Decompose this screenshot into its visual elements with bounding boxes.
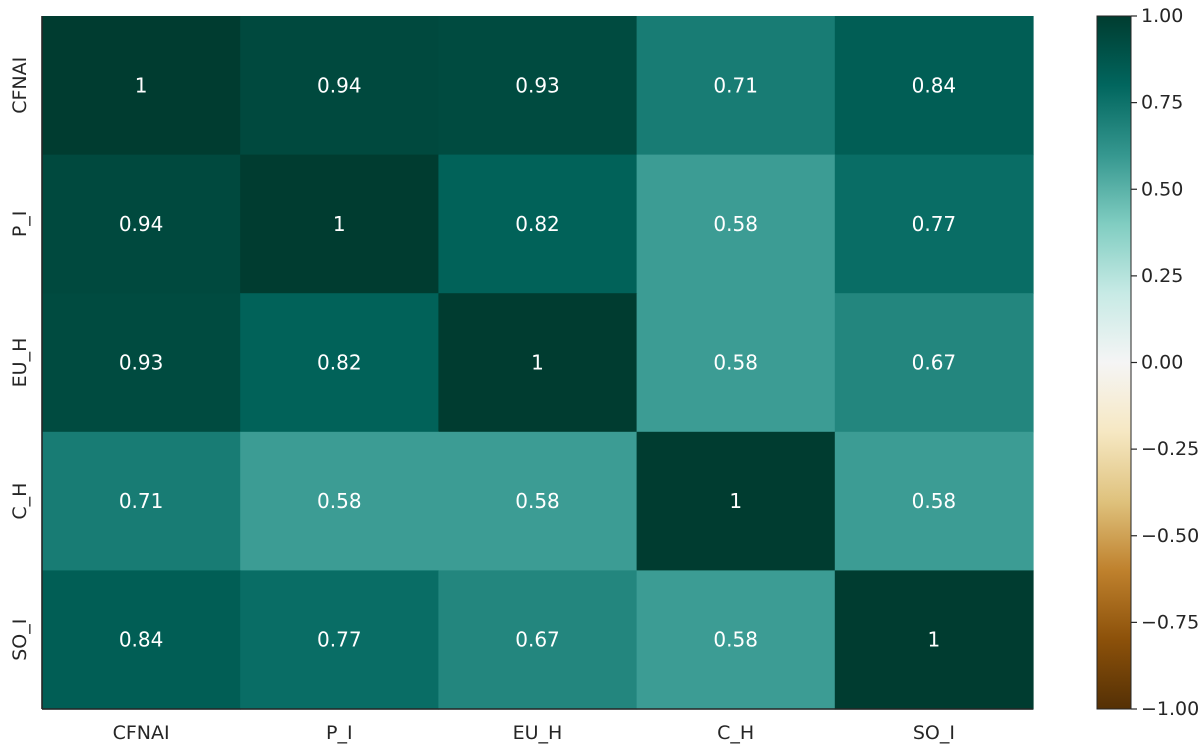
- cell-value-label: 0.71: [119, 489, 164, 513]
- heatmap-cell: [834, 431, 1034, 571]
- colorbar-gradient: [1097, 16, 1131, 709]
- cell-value-label: 0.77: [912, 212, 957, 236]
- heatmap-cell: [636, 293, 836, 433]
- x-tick-label: CFNAI: [113, 722, 170, 744]
- cell-value-label: 0.93: [119, 351, 164, 375]
- heatmap-cell: [438, 570, 638, 710]
- heatmap-cell: [438, 431, 638, 571]
- cell-value-label: 0.77: [317, 628, 362, 652]
- heatmap-cell: [834, 154, 1034, 294]
- cell-value-label: 0.58: [515, 489, 560, 513]
- heatmap-annotations: 1 0.94 0.93 0.71 0.84 0.94 1 0.82 0.58 0.77 0.93 0.…: [119, 73, 956, 651]
- y-axis: CFNAI P_I EU_H C_H SO_I: [9, 57, 31, 661]
- cell-value-label: 1: [135, 73, 148, 97]
- x-tick-label: P_I: [326, 722, 353, 744]
- colorbar-tick-label: 0.50: [1141, 178, 1183, 200]
- colorbar-tick-label: 0.00: [1141, 352, 1183, 374]
- heatmap-cell: [636, 431, 836, 571]
- heatmap-cell: [240, 154, 439, 294]
- heatmap-cell: [438, 154, 638, 294]
- y-tick-label: EU_H: [9, 338, 31, 388]
- heatmap-cell: [438, 16, 638, 156]
- heatmap-cell: [42, 293, 241, 433]
- heatmap-cell: [636, 16, 836, 156]
- heatmap-cell: [834, 16, 1034, 156]
- colorbar: 1.00 0.75 0.50 0.25 0.00 −0.25 −0.50 −0.75 −1.00: [1096, 5, 1199, 720]
- colorbar-tick-label: 0.75: [1141, 92, 1183, 114]
- x-tick-label: C_H: [717, 722, 754, 744]
- heatmap-cell: [636, 154, 836, 294]
- heatmap-cell: [438, 293, 638, 433]
- cell-value-label: 0.67: [912, 351, 957, 375]
- cell-value-label: 0.58: [912, 489, 957, 513]
- cell-value-label: 0.58: [713, 628, 758, 652]
- cell-value-label: 1: [333, 212, 346, 236]
- y-tick-label: CFNAI: [9, 57, 31, 114]
- cell-value-label: 0.82: [317, 351, 362, 375]
- heatmap-cell: [240, 293, 439, 433]
- y-tick-label: P_I: [9, 211, 31, 238]
- colorbar-tick-label: −0.75: [1141, 611, 1199, 633]
- colorbar-tick-label: 1.00: [1141, 5, 1183, 27]
- cell-value-label: 0.82: [515, 212, 560, 236]
- cell-value-label: 0.84: [119, 628, 164, 652]
- colorbar-ticks: 1.00 0.75 0.50 0.25 0.00 −0.25 −0.50 −0.75 −1.00: [1131, 5, 1199, 720]
- cell-value-label: 0.71: [713, 73, 758, 97]
- heatmap-cell: [834, 293, 1034, 433]
- heatmap-cell: [240, 431, 439, 571]
- colorbar-tick-label: 0.25: [1141, 265, 1183, 287]
- cell-value-label: 0.67: [515, 628, 560, 652]
- heatmap-cell: [42, 154, 241, 294]
- heatmap-cell: [834, 570, 1034, 710]
- cell-value-label: 0.94: [317, 73, 362, 97]
- cell-value-label: 1: [928, 628, 941, 652]
- cell-value-label: 0.58: [317, 489, 362, 513]
- heatmap-cell: [42, 431, 241, 571]
- colorbar-tick-label: −0.25: [1141, 438, 1199, 460]
- heatmap-cell: [42, 570, 241, 710]
- heatmap-cell: [240, 16, 439, 156]
- x-axis: CFNAI P_I EU_H C_H SO_I: [113, 722, 955, 744]
- cell-value-label: 1: [729, 489, 742, 513]
- cell-value-label: 0.58: [713, 351, 758, 375]
- colorbar-tick-label: −0.50: [1141, 525, 1199, 547]
- cell-value-label: 0.93: [515, 73, 560, 97]
- cell-value-label: 0.58: [713, 212, 758, 236]
- cell-value-label: 0.84: [912, 73, 957, 97]
- x-tick-label: SO_I: [913, 722, 955, 744]
- y-tick-label: C_H: [9, 483, 31, 520]
- heatmap-cell: [636, 570, 836, 710]
- cell-value-label: 1: [531, 351, 544, 375]
- heatmap-cells: [42, 16, 1034, 710]
- y-tick-label: SO_I: [9, 619, 31, 661]
- cell-value-label: 0.94: [119, 212, 164, 236]
- heatmap-cell: [42, 16, 241, 156]
- colorbar-tick-label: −1.00: [1141, 698, 1199, 720]
- heatmap-cell: [240, 570, 439, 710]
- x-tick-label: EU_H: [513, 722, 563, 744]
